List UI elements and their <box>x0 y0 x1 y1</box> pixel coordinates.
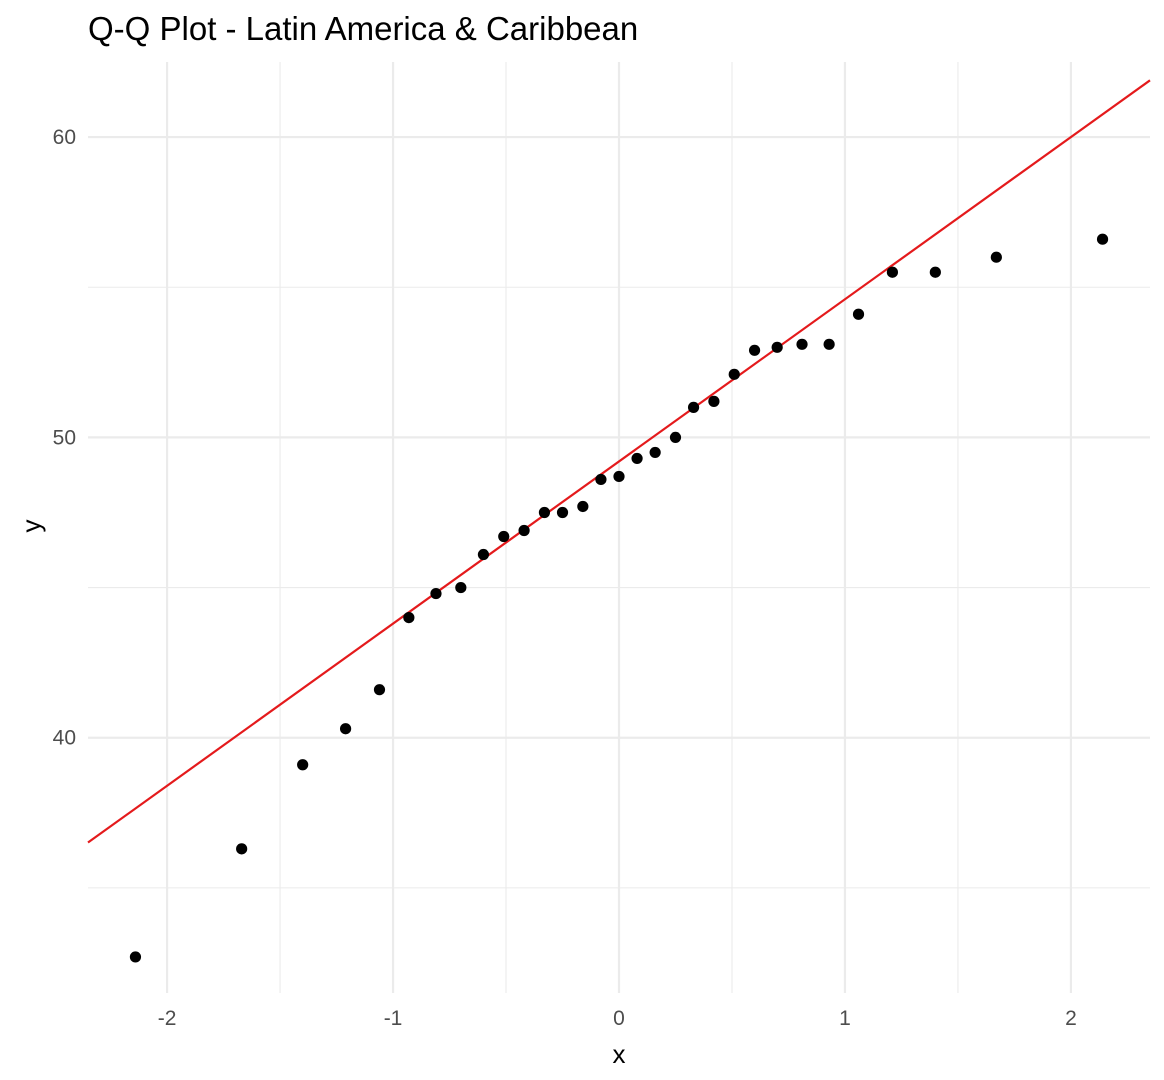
data-point <box>1096 233 1109 245</box>
data-point <box>430 587 442 600</box>
y-tick-label: 50 <box>53 426 76 449</box>
data-points <box>129 233 1109 963</box>
x-tick-label: 1 <box>839 1007 851 1030</box>
data-point <box>669 431 682 444</box>
reference-line <box>87 79 1151 844</box>
data-point <box>708 395 720 407</box>
data-point <box>556 506 569 519</box>
data-point <box>631 452 643 465</box>
x-axis-ticks: -2 -1 0 1 2 <box>158 1007 1077 1030</box>
data-point <box>990 251 1002 263</box>
data-point <box>595 473 607 486</box>
data-point <box>748 344 761 356</box>
data-point <box>518 524 530 537</box>
data-point <box>852 308 865 320</box>
data-point <box>728 368 740 380</box>
y-tick-label: 60 <box>53 126 76 149</box>
y-axis-ticks: 40 50 60 <box>53 126 76 750</box>
data-point <box>373 684 386 696</box>
y-axis-title: y <box>16 520 46 533</box>
data-point <box>477 548 490 561</box>
data-point <box>687 401 700 413</box>
data-point <box>823 338 835 350</box>
data-point <box>403 611 415 624</box>
x-axis-title: x <box>613 1039 626 1069</box>
data-point <box>929 266 941 278</box>
data-point <box>538 506 551 519</box>
data-point <box>129 951 142 963</box>
chart-title: Q-Q Plot - Latin America & Caribbean <box>88 10 638 47</box>
data-point <box>771 341 783 353</box>
data-point <box>236 843 248 855</box>
grid <box>88 62 1150 993</box>
x-tick-label: 2 <box>1065 1007 1077 1030</box>
x-tick-label: -1 <box>384 1007 403 1030</box>
y-tick-label: 40 <box>53 727 76 750</box>
x-tick-label: -2 <box>158 1007 177 1030</box>
data-point <box>649 446 661 459</box>
data-point <box>613 470 625 483</box>
data-point <box>339 723 352 735</box>
x-tick-label: 0 <box>613 1007 625 1030</box>
reference-line-group <box>87 79 1151 844</box>
data-point <box>886 266 899 278</box>
data-point <box>455 581 467 594</box>
data-point <box>577 500 589 513</box>
data-point <box>498 530 510 543</box>
data-point <box>796 338 808 350</box>
data-point <box>297 759 309 771</box>
